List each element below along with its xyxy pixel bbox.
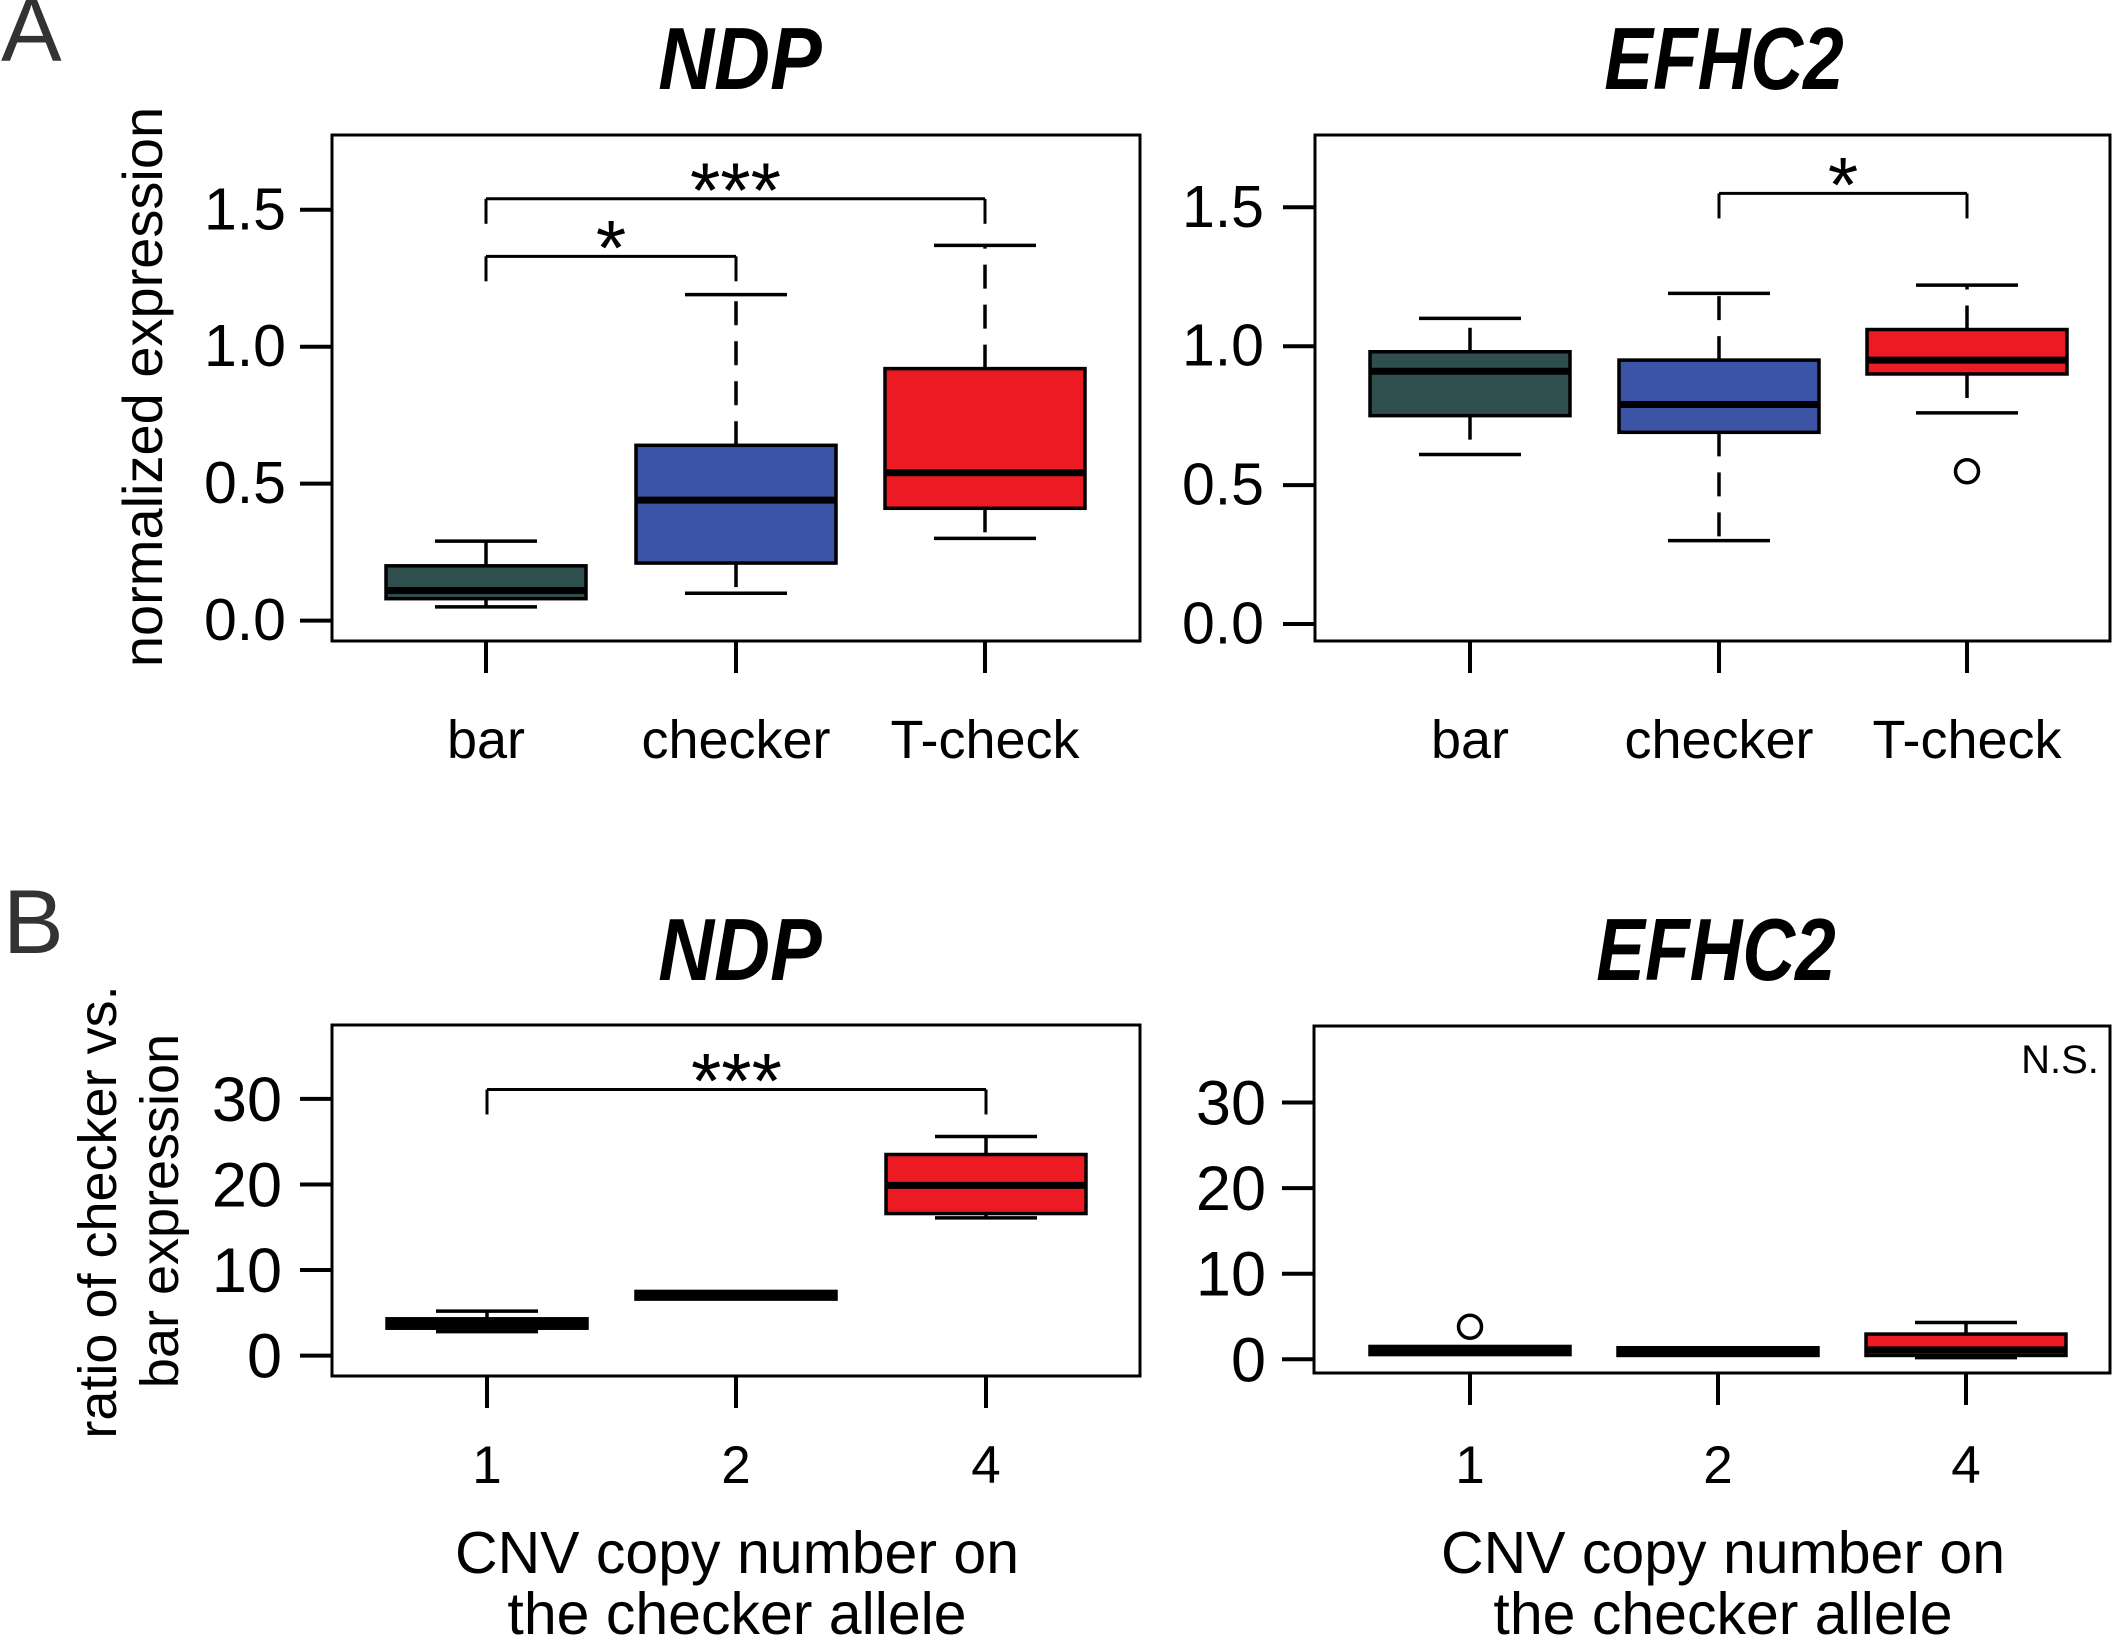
y-tick-label: 20	[1196, 1154, 1266, 1224]
significance-bracket: ***	[485, 1036, 988, 1124]
x-tick-label: 2	[1703, 1436, 1732, 1495]
box-b-ndp-1	[385, 1309, 589, 1334]
x-tick-label: T-check	[1872, 710, 2062, 770]
x-axis-label: CNV copy number on	[1441, 1520, 2005, 1586]
plot-frame	[1313, 133, 2112, 643]
box-a-efhc2-T-check	[1865, 283, 2069, 485]
y-tick-label: 0.0	[204, 587, 286, 653]
y-axis-label: normalized expression	[111, 107, 174, 667]
y-axis-label: bar expression	[130, 1034, 190, 1388]
box-a-ndp-checker	[634, 292, 838, 595]
chart-title-b-efhc2: EFHC2	[1596, 902, 1835, 1000]
y-tick-label: 30	[1196, 1069, 1266, 1139]
x-tick-label: T-check	[890, 710, 1080, 770]
plot-frame	[1312, 1024, 2112, 1375]
y-tick-label: 1.5	[204, 176, 286, 242]
ns-annotation: N.S.	[2021, 1038, 2099, 1082]
x-axis-label: the checker allele	[1493, 1581, 1952, 1636]
significance-bracket: *	[1717, 140, 1969, 228]
panel-b-ndp: NDP 0 10 20 30 1 2 4 ratio of checker vs. bar exp…	[68, 900, 1142, 1641]
significance-bracket: *	[484, 203, 738, 291]
box-rect	[1368, 350, 1572, 418]
x-tick-label: 1	[1455, 1436, 1484, 1495]
x-axis-label: the checker allele	[507, 1581, 966, 1636]
chart-title-a-efhc2: EFHC2	[1604, 11, 1843, 109]
x-tick-label: 4	[971, 1436, 1000, 1495]
box-a-ndp-bar	[384, 539, 588, 609]
y-tick-label: 30	[212, 1065, 282, 1135]
y-tick-label: 1.5	[1182, 174, 1264, 240]
box-rect	[1617, 358, 1821, 435]
chart-title-a-ndp: NDP	[658, 9, 822, 108]
x-tick-label: bar	[447, 710, 525, 770]
box-rect	[634, 443, 838, 565]
significance-label: ***	[691, 1036, 782, 1124]
box-a-efhc2-bar	[1368, 316, 1572, 457]
y-axis-label: ratio of checker vs.	[68, 985, 128, 1438]
y-tick-label: 0	[247, 1322, 282, 1392]
x-tick-label: 2	[721, 1436, 750, 1495]
x-tick-label: checker	[1624, 710, 1813, 770]
significance-bracket: ***	[484, 146, 987, 234]
y-tick-label: 0	[1231, 1325, 1266, 1395]
x-tick-label: bar	[1431, 710, 1509, 770]
y-tick-label: 10	[212, 1236, 282, 1306]
y-tick-label: 20	[212, 1150, 282, 1220]
box-rect	[1865, 327, 2069, 376]
outlier-point	[1953, 457, 1981, 485]
significance-label: *	[596, 203, 626, 291]
x-tick-label: 1	[472, 1436, 501, 1495]
box-b-ndp-4	[884, 1134, 1088, 1220]
y-tick-label: 0.0	[1182, 591, 1264, 657]
significance-label: *	[1828, 140, 1858, 228]
outlier-point	[1456, 1313, 1484, 1341]
box-a-ndp-T-check	[883, 243, 1087, 541]
significance-label: ***	[690, 146, 781, 234]
chart-title-b-ndp: NDP	[658, 900, 822, 999]
panel-label-b: B	[3, 872, 64, 973]
x-axis-label: CNV copy number on	[455, 1520, 1019, 1586]
y-tick-label: 0.5	[204, 450, 286, 516]
box-rect	[883, 366, 1087, 511]
box-b-ndp-2	[634, 1289, 838, 1301]
y-tick-label: 0.5	[1182, 452, 1264, 518]
box-b-efhc2-1	[1368, 1313, 1572, 1357]
box-b-efhc2-2	[1616, 1345, 1820, 1358]
box-a-efhc2-checker	[1617, 291, 1821, 543]
x-tick-label: checker	[641, 710, 830, 770]
y-tick-label: 1.0	[1182, 313, 1264, 379]
panel-a-efhc2: EFHC2 0.0 0.5 1.0 1.5 bar checker T-check *	[1182, 11, 2112, 770]
y-tick-label: 10	[1196, 1240, 1266, 1310]
x-tick-label: 4	[1951, 1436, 1980, 1495]
box-b-efhc2-4	[1864, 1320, 2068, 1360]
panel-label-a: A	[1, 0, 62, 81]
panel-a-ndp: NDP 0.0 0.5 1.0 1.5 bar checker T-check normaliz…	[111, 9, 1142, 770]
y-tick-label: 1.0	[204, 313, 286, 379]
